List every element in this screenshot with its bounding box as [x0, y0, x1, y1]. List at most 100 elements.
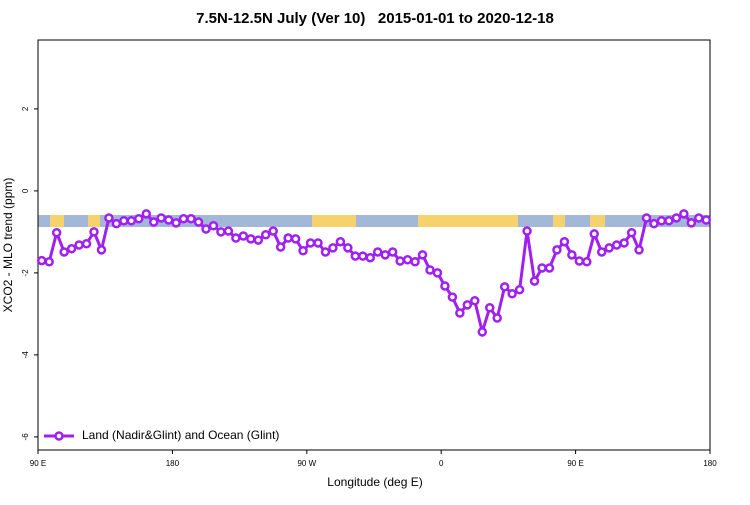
- point: [81, 239, 92, 249]
- point: [141, 209, 152, 219]
- point: [305, 238, 316, 248]
- point: [275, 242, 286, 252]
- point: [701, 215, 712, 225]
- point: [163, 215, 174, 225]
- point: [223, 226, 234, 236]
- point: [51, 227, 62, 238]
- x-tick-label: 90 W: [297, 459, 316, 468]
- land-patch: [312, 215, 356, 227]
- point: [36, 255, 47, 266]
- point: [372, 247, 383, 257]
- x-tick-label: 90 E: [30, 459, 46, 468]
- point: [679, 209, 689, 219]
- point: [477, 327, 488, 337]
- point: [216, 227, 226, 237]
- x-tick-label: 180: [166, 459, 180, 468]
- point: [649, 218, 659, 229]
- point: [111, 218, 122, 229]
- point: [44, 257, 54, 267]
- land-patch: [553, 215, 565, 227]
- point: [619, 238, 629, 248]
- point: [507, 289, 517, 299]
- point: [283, 233, 293, 243]
- point: [59, 247, 69, 257]
- y-tick-label: -6: [21, 433, 30, 441]
- point: [417, 250, 428, 260]
- point: [208, 220, 219, 231]
- point: [395, 256, 405, 266]
- point: [313, 238, 323, 248]
- land-patch: [50, 215, 64, 227]
- y-tick-label: -4: [21, 351, 30, 359]
- point: [455, 308, 465, 318]
- point: [634, 245, 644, 255]
- y-tick-label: 0: [21, 188, 30, 193]
- point: [544, 263, 555, 273]
- point: [522, 226, 532, 236]
- point: [470, 296, 480, 306]
- point: [253, 235, 264, 245]
- point: [358, 251, 368, 261]
- point: [604, 243, 614, 253]
- point: [186, 214, 196, 224]
- point: [514, 284, 525, 295]
- point: [343, 243, 353, 253]
- point: [537, 263, 547, 273]
- point: [611, 240, 622, 250]
- point: [268, 226, 278, 236]
- point: [402, 255, 413, 265]
- point: [462, 300, 473, 310]
- point: [432, 268, 443, 278]
- point: [89, 227, 99, 237]
- point: [290, 234, 301, 244]
- point: [380, 250, 390, 260]
- land-patch: [418, 215, 518, 227]
- point: [298, 245, 308, 256]
- point: [134, 214, 144, 224]
- point: [492, 313, 502, 323]
- point: [66, 243, 77, 254]
- y-tick-label: -2: [21, 269, 30, 277]
- point: [96, 245, 107, 255]
- point: [641, 213, 652, 223]
- point: [447, 292, 458, 302]
- point: [574, 256, 585, 266]
- point: [231, 233, 241, 243]
- point: [582, 257, 592, 267]
- point: [484, 302, 495, 313]
- x-tick-label: 180: [703, 459, 717, 468]
- x-tick-label: 0: [439, 459, 444, 468]
- map-strip: [38, 215, 710, 227]
- point: [664, 216, 674, 226]
- y-axis-label: XCO2 - MLO trend (ppm): [1, 178, 15, 313]
- land-patch: [88, 215, 100, 227]
- point: [171, 218, 181, 228]
- plot-frame: [37, 39, 711, 451]
- legend-label: Land (Nadir&Glint) and Ocean (Glint): [82, 428, 279, 442]
- point: [410, 257, 420, 267]
- point: [440, 281, 450, 291]
- chart-title: 7.5N-12.5N July (Ver 10) 2015-01-01 to 2…: [196, 10, 554, 27]
- legend-marker: [54, 431, 64, 441]
- land-patch: [590, 215, 605, 227]
- point: [156, 213, 166, 223]
- point: [671, 213, 682, 223]
- point: [567, 250, 577, 260]
- point: [656, 216, 667, 226]
- point: [589, 229, 600, 239]
- point: [201, 224, 211, 234]
- point: [320, 247, 331, 257]
- point: [246, 234, 256, 244]
- point: [626, 227, 637, 238]
- point: [238, 231, 249, 241]
- point: [686, 218, 697, 228]
- x-tick-label: 90 E: [567, 459, 583, 468]
- point: [559, 236, 570, 247]
- point: [694, 213, 704, 223]
- point: [193, 217, 204, 227]
- point: [335, 236, 346, 247]
- x-axis-label: Longitude (deg E): [327, 475, 422, 489]
- point: [596, 247, 607, 257]
- point: [552, 245, 562, 255]
- point: [178, 214, 189, 224]
